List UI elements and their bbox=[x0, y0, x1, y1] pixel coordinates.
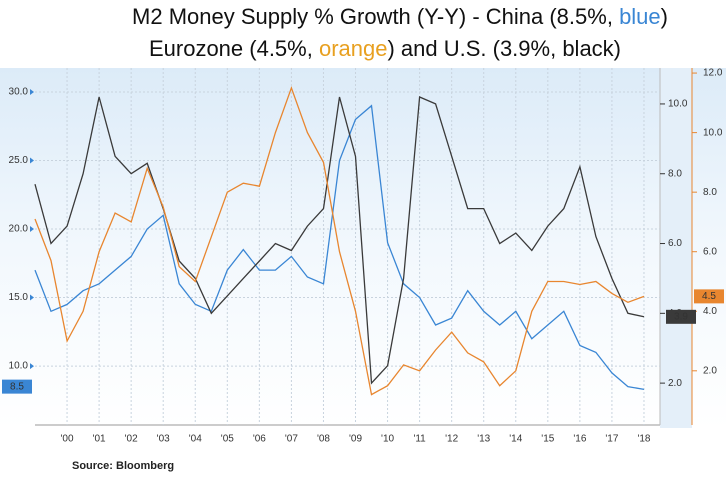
y2-tick-label: 6.0 bbox=[668, 238, 682, 249]
axis-band bbox=[660, 68, 692, 428]
x-tick-label: '10 bbox=[381, 434, 394, 445]
y-tick-label: 10.0 bbox=[9, 361, 29, 372]
current-value-tag bbox=[2, 379, 32, 394]
current-value-label: 3.9 bbox=[674, 311, 688, 322]
labels: '00 '01 '02 '03 '04 '05 '06 '07 '08 '09 '10 '11 '12 '… bbox=[2, 68, 724, 445]
current-value-tag bbox=[694, 289, 724, 304]
y3-tick-label: 4.0 bbox=[703, 306, 717, 317]
current-value-tag bbox=[666, 309, 696, 324]
x-tick-label: '12 bbox=[445, 434, 458, 445]
x-tick-label: '08 bbox=[317, 434, 330, 445]
lines bbox=[34, 85, 645, 396]
y-tick-mark bbox=[30, 88, 34, 95]
y-tick-label: 15.0 bbox=[9, 292, 29, 303]
x-tick-label: '13 bbox=[477, 434, 490, 445]
y-tick-label: 20.0 bbox=[9, 224, 29, 235]
title-line-1: M2 Money Supply % Growth (Y-Y) - China (… bbox=[132, 4, 668, 29]
y3-tick-label: 8.0 bbox=[703, 187, 717, 198]
x-tick-label: '01 bbox=[93, 434, 106, 445]
title-line-2: Eurozone (4.5%, orange) and U.S. (3.9%, … bbox=[149, 36, 621, 61]
x-tick-label: '16 bbox=[573, 434, 586, 445]
x-tick-label: '15 bbox=[541, 434, 554, 445]
x-tick-label: '05 bbox=[221, 434, 234, 445]
source: Source: Bloomberg bbox=[72, 460, 174, 472]
y-tick-mark bbox=[30, 157, 34, 164]
x-tick-label: '03 bbox=[157, 434, 170, 445]
plot-background bbox=[0, 68, 726, 428]
grid bbox=[35, 68, 660, 425]
y3-tick-label: 6.0 bbox=[703, 246, 717, 257]
x-tick-label: '11 bbox=[413, 434, 426, 445]
x-tick-label: '04 bbox=[189, 434, 202, 445]
x-tick-label: '17 bbox=[605, 434, 618, 445]
y-tick-mark bbox=[30, 294, 34, 301]
x-tick-label: '18 bbox=[637, 434, 650, 445]
x-tick-label: '02 bbox=[125, 434, 138, 445]
current-value-label: 8.5 bbox=[10, 381, 24, 392]
y-tick-mark bbox=[30, 226, 34, 233]
y-tick-label: 25.0 bbox=[9, 155, 29, 166]
x-tick-label: '00 bbox=[61, 434, 74, 445]
y3-tick-label: 10.0 bbox=[703, 127, 723, 138]
y3-tick-label: 2.0 bbox=[703, 365, 717, 376]
x-tick-label: '07 bbox=[285, 434, 298, 445]
y-tick-label: 30.0 bbox=[9, 87, 29, 98]
y-tick-mark bbox=[30, 363, 34, 370]
x-tick-label: '06 bbox=[253, 434, 266, 445]
y2-tick-label: 8.0 bbox=[668, 168, 682, 179]
series-line bbox=[34, 85, 645, 396]
y2-tick-label: 2.0 bbox=[668, 378, 682, 389]
series-line bbox=[34, 96, 645, 385]
x-tick-label: '09 bbox=[349, 434, 362, 445]
series-line bbox=[34, 104, 645, 391]
y2-tick-label: 10.0 bbox=[668, 99, 688, 110]
y3-tick-label: 12.0 bbox=[703, 68, 723, 79]
x-tick-label: '14 bbox=[509, 434, 522, 445]
current-value-label: 4.5 bbox=[702, 291, 716, 302]
